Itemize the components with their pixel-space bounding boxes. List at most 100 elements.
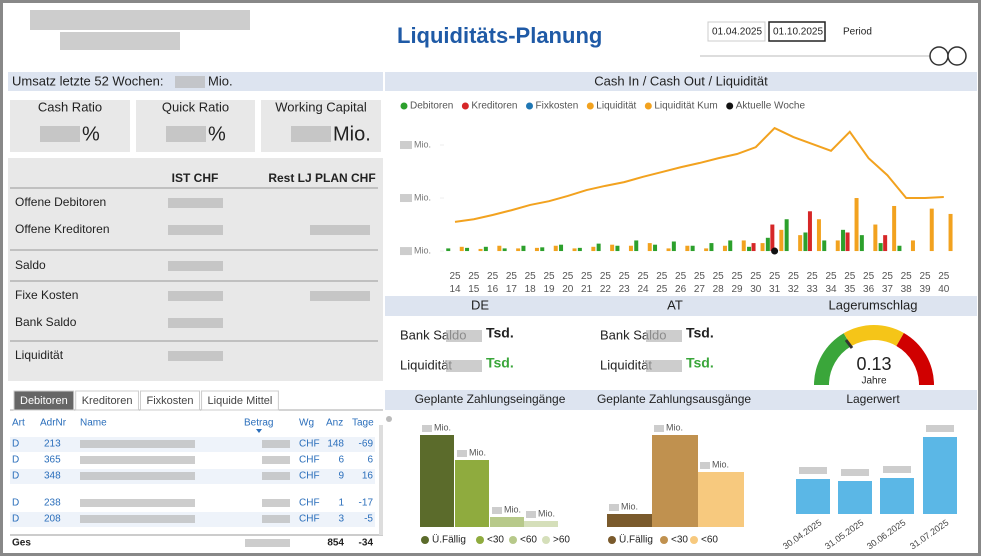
tab-label[interactable]: Kreditoren [82,395,133,407]
x-tick-label: 25 40 [938,271,950,295]
tab[interactable] [139,390,201,411]
scroll-handle[interactable] [386,416,392,422]
bar [534,247,539,252]
cell: 6 [338,455,344,466]
cell: -69 [359,439,374,450]
legend-label: <60 [520,535,537,546]
blurred-value [80,456,195,464]
legend-dot [542,536,550,544]
tab[interactable] [75,390,139,411]
blurred-value [166,126,206,142]
bar [524,521,558,527]
cell: CHF [299,439,320,450]
blurred-value [291,126,331,142]
region-label: Liquidität [600,357,652,372]
date-from[interactable]: 01.04.2025 [712,27,762,38]
bar [929,208,934,252]
x-tick-label: 25 35 [844,271,856,295]
y-tick-label: Mio. [414,139,431,149]
gauge-segment [843,325,904,347]
x-tick-label: 25 33 [807,271,819,295]
bar [652,435,698,527]
region-unit: Tsd. [486,325,514,341]
bar [784,219,789,252]
bar [835,240,840,252]
bar [647,243,652,252]
blurred-value [400,141,412,150]
blurred-value [262,515,290,523]
kpi-unit: % [208,123,226,145]
cell: 208 [44,514,61,525]
tab-label[interactable]: Fixkosten [146,395,193,407]
total-tage: -34 [359,538,374,549]
cell: -5 [364,514,373,525]
date-from-box[interactable] [707,21,766,42]
blurred-value [245,539,290,547]
date-to-box[interactable] [768,21,826,42]
blurred-value [609,504,619,511]
chart-title: Geplante Zahlungseingänge [415,392,566,406]
bar [873,224,878,252]
slider-handle[interactable] [947,46,967,66]
cell: 213 [44,439,61,450]
blurred-value [168,291,223,301]
summary-row: Offene Debitoren [15,195,106,209]
bar [878,243,883,252]
kpi-label: Working Capital [275,99,367,114]
legend-dot [421,536,429,544]
cell: 148 [327,439,344,450]
bar [709,243,714,252]
blurred-value [168,318,223,328]
bar [704,248,709,252]
blurred-value [262,472,290,480]
bar [596,243,601,252]
bar [892,205,897,252]
x-tick-label: 25 34 [825,271,837,295]
legend-label: Aktuelle Woche [736,101,806,112]
blurred-value [168,261,223,271]
blurred-value [883,466,911,473]
blurred-value [457,450,467,457]
tab-label[interactable]: Liquide Mittel [208,395,273,407]
table-header: AdrNr [40,418,67,429]
blurred-value [400,247,412,256]
bar [760,243,765,252]
blurred-value [168,351,223,361]
x-tick-label: 25 21 [581,271,593,295]
bar [796,479,830,514]
blurred-value [80,499,195,507]
cell: CHF [299,455,320,466]
bar-label-unit: Mio. [469,447,486,457]
bar [516,248,521,252]
bar [838,481,872,514]
region-header: Lagerumschlag [829,297,918,312]
blurred-value [646,330,682,342]
blurred-value [262,456,290,464]
bar [845,232,850,252]
x-tick-label: 25 27 [694,271,706,295]
bar [822,240,827,252]
gauge-value: 0.13 [856,354,891,374]
y-tick-label: Mio. [414,245,431,255]
logo [30,10,250,50]
legend-dot [608,536,616,544]
tab[interactable] [13,390,75,411]
slider-handle[interactable] [929,46,949,66]
tab-label[interactable]: Debitoren [20,395,68,407]
bar [747,246,752,252]
bottom-header [385,390,977,410]
tab[interactable] [201,390,279,411]
x-tick-label: 25 16 [487,271,499,295]
x-tick-label: 25 38 [901,271,913,295]
bar-label-unit: Mio. [434,422,451,432]
legend-label: >60 [553,535,570,546]
bar [420,435,454,527]
legend-dot [400,102,408,110]
bar [880,478,914,514]
gauge-segment [896,332,934,385]
umsatz-label: Umsatz letzte 52 Wochen: [12,73,164,88]
blurred-value [926,425,954,432]
summary-row: Offene Kreditoren [15,222,110,236]
scrollbar[interactable] [379,425,383,535]
date-to[interactable]: 01.10.2025 [773,27,823,38]
